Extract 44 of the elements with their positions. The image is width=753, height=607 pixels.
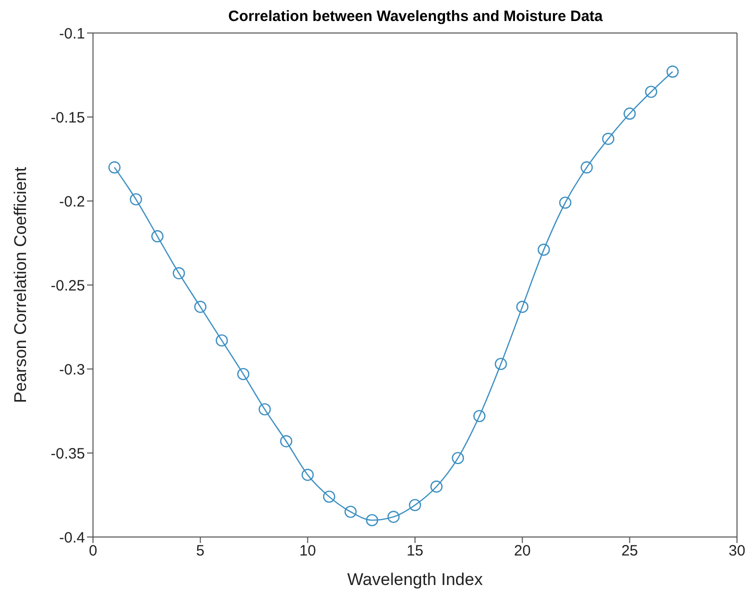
point [108, 161, 121, 174]
x-tick-label: 10 [299, 542, 316, 560]
point [408, 498, 422, 512]
y-tick-label: -0.25 [50, 277, 85, 294]
point [624, 108, 636, 120]
y-tick-label: -0.15 [50, 109, 85, 126]
x-tick-label: 25 [621, 542, 638, 560]
point [538, 244, 550, 256]
point [151, 230, 164, 242]
point [580, 161, 593, 174]
y-axis-title: Pearson Correlation Coefficient [11, 166, 30, 403]
point [559, 196, 572, 209]
point [302, 468, 314, 481]
x-tick-label: 30 [728, 542, 746, 560]
point [602, 132, 614, 145]
point [366, 514, 378, 526]
point [216, 334, 228, 347]
y-tick-label: -0.1 [59, 25, 85, 42]
point [645, 86, 658, 98]
y-tick-label: -0.4 [59, 529, 85, 546]
point [130, 193, 142, 206]
y-tick-label: -0.35 [50, 445, 85, 462]
point [666, 66, 679, 78]
point [194, 300, 206, 313]
x-tick-label: 15 [406, 542, 424, 560]
x-axis-title: Wavelength Index [347, 570, 484, 589]
x-tick-label: 0 [88, 542, 98, 560]
point [172, 267, 185, 280]
y-tick-label: -0.2 [59, 193, 85, 210]
y-tick-label: -0.3 [59, 361, 85, 378]
x-tick-label: 5 [196, 542, 205, 560]
point [323, 490, 336, 503]
point [387, 510, 400, 523]
point [258, 403, 271, 416]
point [430, 480, 443, 493]
x-tick-label: 20 [514, 542, 531, 560]
point [516, 300, 528, 313]
point [280, 435, 292, 448]
chart-title: Correlation between Wavelengths and Moisture Data [227, 8, 604, 25]
point [237, 368, 250, 380]
point [473, 410, 486, 422]
point [494, 358, 507, 370]
point [452, 452, 464, 464]
point [344, 506, 357, 518]
